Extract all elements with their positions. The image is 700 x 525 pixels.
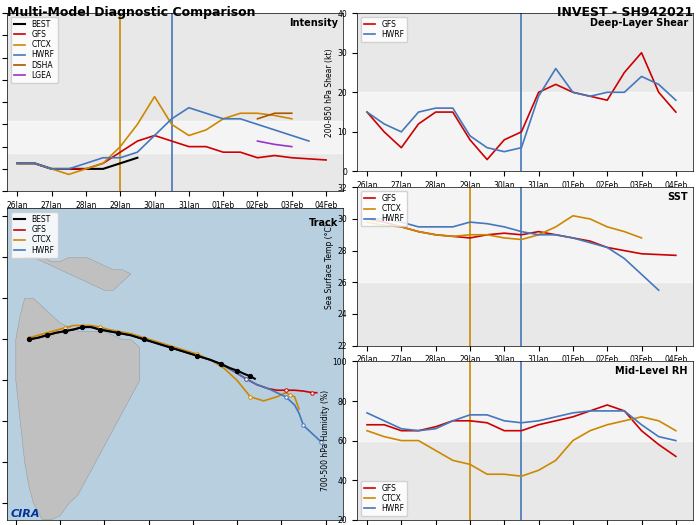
Text: Deep-Layer Shear: Deep-Layer Shear [589, 18, 688, 28]
Text: SST: SST [667, 192, 688, 202]
Y-axis label: 700-500 hPa Humidity (%): 700-500 hPa Humidity (%) [321, 390, 330, 491]
Bar [357, 361, 693, 440]
Polygon shape [25, 257, 131, 290]
Legend: GFS, CTCX, HWRF: GFS, CTCX, HWRF [360, 191, 407, 226]
Legend: GFS, CTCX, HWRF: GFS, CTCX, HWRF [360, 480, 407, 516]
Y-axis label: 200-850 hPa Shear (kt): 200-850 hPa Shear (kt) [326, 48, 335, 136]
Polygon shape [16, 298, 140, 520]
Legend: BEST, GFS, CTCX, HWRF: BEST, GFS, CTCX, HWRF [10, 212, 57, 258]
Text: Mid-Level RH: Mid-Level RH [615, 366, 688, 376]
Bar [7, 121, 343, 153]
Text: Track: Track [309, 217, 338, 228]
Text: INVEST - SH942021: INVEST - SH942021 [556, 6, 693, 19]
Bar [357, 92, 693, 172]
Text: Multi-Model Diagnostic Comparison: Multi-Model Diagnostic Comparison [7, 6, 256, 19]
Y-axis label: Sea Surface Temp (°C): Sea Surface Temp (°C) [326, 224, 335, 309]
Text: Intensity: Intensity [289, 18, 338, 28]
Bar [357, 187, 693, 282]
Legend: BEST, GFS, CTCX, HWRF, DSHA, LGEA: BEST, GFS, CTCX, HWRF, DSHA, LGEA [10, 17, 57, 83]
Legend: GFS, HWRF: GFS, HWRF [360, 17, 407, 42]
Text: CIRA: CIRA [10, 509, 40, 519]
